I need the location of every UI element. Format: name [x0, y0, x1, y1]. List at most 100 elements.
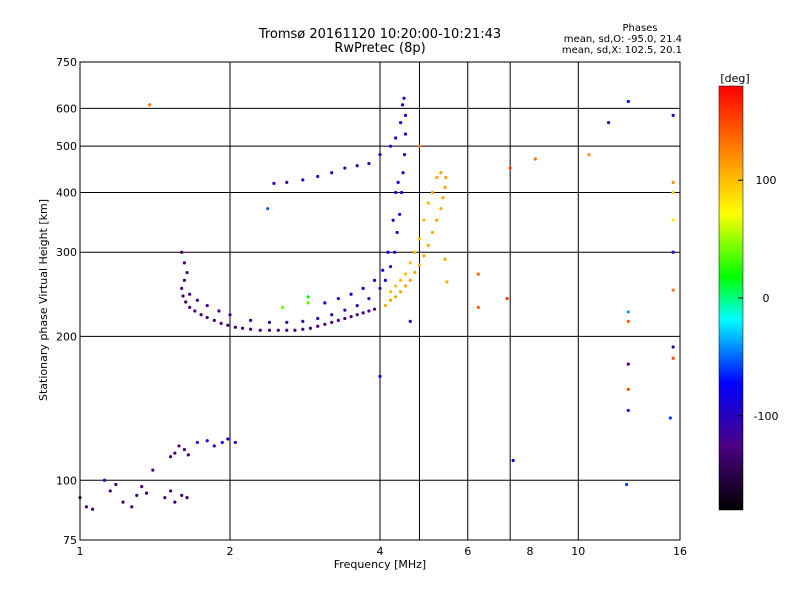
data-point: [316, 316, 320, 321]
y-tick-label: 600: [56, 102, 77, 115]
data-point: [400, 103, 405, 107]
data-point: [671, 113, 675, 117]
data-point: [102, 478, 107, 482]
data-point: [671, 190, 675, 195]
y-tick-label: 400: [56, 186, 77, 199]
data-point: [508, 166, 512, 170]
data-point: [394, 136, 398, 140]
data-point: [445, 280, 449, 284]
data-point: [408, 278, 412, 282]
data-point: [308, 326, 313, 330]
x-tick-labels: 1 2 4 6 8 10 16: [77, 545, 688, 558]
data-point: [323, 301, 327, 305]
data-point: [426, 201, 430, 205]
data-point: [443, 185, 447, 189]
data-point: [367, 309, 371, 313]
data-point: [249, 327, 253, 331]
data-point: [388, 298, 393, 302]
x-tick-label: 6: [464, 545, 471, 558]
data-point: [301, 319, 305, 323]
grid-lines: [80, 62, 680, 540]
data-point: [188, 305, 192, 309]
y-axis-label: Stationary phase Virtual Height [km]: [37, 199, 50, 401]
data-point: [169, 489, 173, 493]
data-point: [91, 507, 95, 511]
data-point: [401, 171, 405, 175]
data-point: [151, 468, 155, 472]
stats-line-o: mean, sd,O: -95.0, 21.4: [564, 34, 682, 45]
x-tick-label: 2: [227, 545, 234, 558]
data-point: [624, 482, 629, 487]
data-point: [668, 416, 672, 420]
data-point: [276, 328, 280, 332]
data-point: [199, 313, 203, 317]
data-point: [671, 218, 675, 222]
data-point: [413, 270, 417, 275]
data-point: [430, 230, 435, 235]
data-point: [316, 324, 320, 328]
data-point: [266, 207, 270, 211]
data-point: [393, 250, 397, 254]
data-point: [108, 489, 112, 493]
x-axis-label: Frequency [MHz]: [334, 558, 426, 571]
data-point: [399, 278, 403, 282]
data-point: [193, 309, 197, 313]
colorbar-ticks: 100 0 -100: [738, 174, 778, 423]
data-point: [184, 300, 188, 304]
data-point: [148, 103, 152, 107]
data-point: [343, 316, 347, 321]
data-point: [394, 295, 398, 299]
data-point: [186, 453, 190, 457]
data-point: [135, 493, 139, 497]
data-point: [671, 345, 675, 349]
data-point: [180, 250, 184, 254]
data-point: [396, 180, 400, 184]
data-point: [349, 315, 353, 319]
data-point: [372, 307, 377, 311]
data-point: [435, 175, 439, 180]
data-point: [402, 96, 406, 100]
x-tick-label: 4: [377, 545, 384, 558]
data-point: [343, 166, 347, 170]
data-point: [439, 207, 443, 211]
data-point: [182, 278, 186, 282]
data-point: [388, 264, 393, 269]
data-point: [361, 311, 365, 315]
data-point: [417, 263, 422, 267]
data-point: [395, 230, 399, 235]
data-point: [272, 181, 276, 185]
data-point: [130, 505, 134, 509]
data-point: [285, 180, 289, 184]
data-point: [217, 309, 221, 313]
data-point: [671, 180, 675, 184]
data-point: [671, 356, 675, 360]
data-point: [140, 485, 144, 489]
data-point: [219, 321, 223, 325]
data-point: [185, 495, 189, 500]
data-point: [626, 99, 630, 104]
colorbar-tick-label: -100: [754, 410, 779, 423]
data-point: [188, 292, 192, 296]
data-point: [285, 320, 289, 324]
x-tick-label: 1: [77, 545, 84, 558]
data-point: [403, 272, 408, 276]
data-point: [330, 171, 334, 175]
data-point: [403, 132, 408, 136]
y-tick-label: 200: [56, 330, 77, 343]
data-point: [205, 439, 209, 443]
data-point: [383, 278, 387, 282]
data-point: [182, 447, 186, 452]
data-point: [212, 444, 216, 448]
data-point: [626, 387, 630, 391]
data-point: [241, 326, 245, 330]
y-tick-label: 500: [56, 140, 77, 153]
data-point: [476, 305, 480, 309]
data-point: [180, 286, 184, 291]
data-point: [182, 261, 186, 265]
data-point: [169, 455, 173, 459]
data-point: [444, 175, 448, 180]
data-point: [533, 157, 537, 161]
data-point: [336, 296, 340, 301]
data-point: [430, 190, 435, 195]
data-point: [267, 328, 272, 332]
